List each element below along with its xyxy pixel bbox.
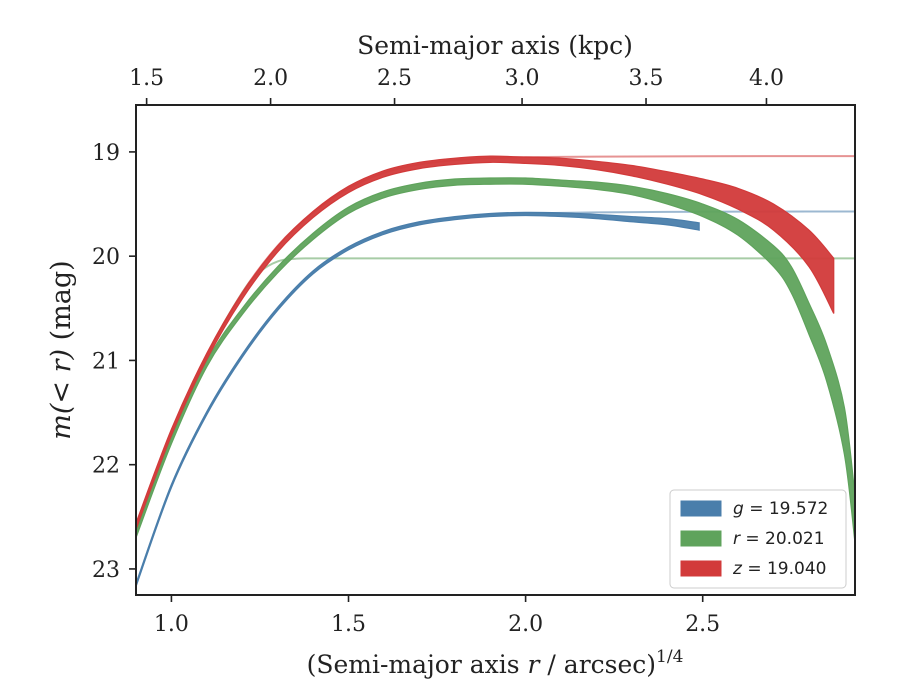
x-tick-label: 2.0 <box>508 612 543 637</box>
top-x-axis: 1.5 2.0 2.5 3.0 3.5 4.0 <box>129 66 784 105</box>
top-x-tick-label: 3.0 <box>505 66 540 91</box>
x-tick-label: 1.5 <box>331 612 366 637</box>
y-tick-label: 19 <box>92 141 120 166</box>
top-x-tick-label: 4.0 <box>749 66 784 91</box>
y-tick-label: 23 <box>92 558 120 583</box>
legend-swatch-r <box>680 530 722 547</box>
x-axis-title-sup: 1/4 <box>656 647 683 667</box>
legend-swatch-g <box>680 500 722 517</box>
y-tick-label: 21 <box>92 349 120 374</box>
plot-area <box>136 155 855 587</box>
x-axis-title-suffix: / arcsec) <box>539 650 656 679</box>
top-x-tick-label: 2.5 <box>377 66 412 91</box>
profile-band-g <box>136 211 700 587</box>
x-axis-title-prefix: (Semi-major axis <box>307 650 528 679</box>
legend-swatch-z <box>680 560 722 577</box>
x-tick-label: 2.5 <box>685 612 720 637</box>
y-axis-title-mid: (< r) <box>46 349 77 414</box>
y-tick-label: 20 <box>92 245 120 270</box>
x-axis-title: (Semi-major axis r / arcsec)1/4 <box>307 647 684 679</box>
y-tick-label: 22 <box>92 454 120 479</box>
top-x-tick-label: 3.5 <box>629 66 664 91</box>
profile-band-z <box>136 155 835 530</box>
y-axis-title-var: m <box>46 414 77 440</box>
legend-label-g: g = 19.572 <box>733 499 828 519</box>
x-tick-label: 1.0 <box>154 612 189 637</box>
x-axis-title-var: r <box>528 650 542 679</box>
legend-label-z: z = 19.040 <box>732 559 826 579</box>
bottom-x-axis: 1.0 1.5 2.0 2.5 <box>154 595 720 637</box>
legend-label-r: r = 20.021 <box>733 529 825 549</box>
top-x-axis-title: Semi-major axis (kpc) <box>357 31 633 60</box>
y-axis-title-suffix: (mag) <box>46 260 77 349</box>
top-x-tick-label: 1.5 <box>129 66 164 91</box>
legend: g = 19.572 r = 20.021 z = 19.040 <box>669 489 847 589</box>
top-x-tick-label: 2.0 <box>253 66 288 91</box>
profile-band-r <box>136 177 855 543</box>
axes-frame <box>135 104 856 596</box>
y-axis-title: m(< r) (mag) <box>46 260 77 439</box>
y-axis: 19 20 21 22 23 <box>92 141 136 583</box>
